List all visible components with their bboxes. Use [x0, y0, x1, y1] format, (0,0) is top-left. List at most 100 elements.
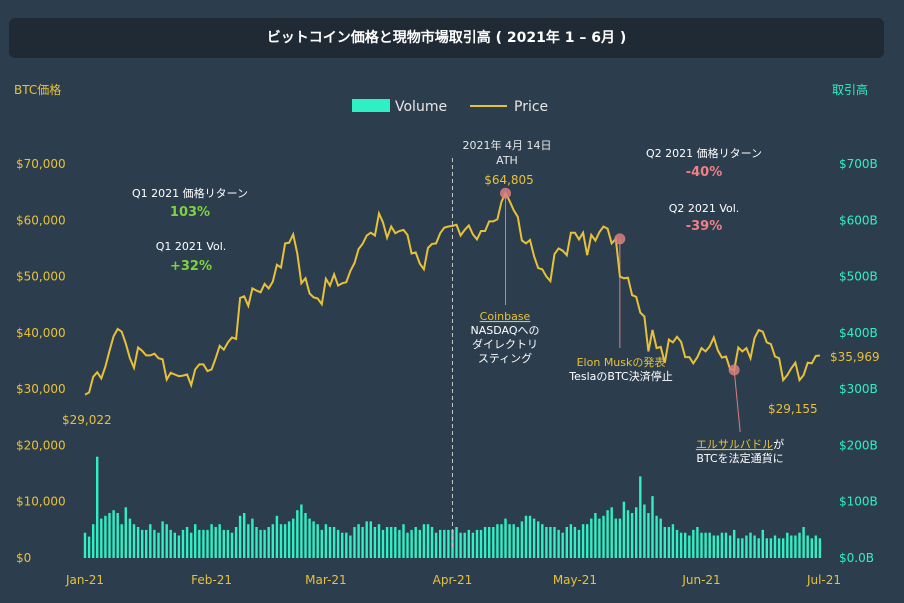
- volume-bar: [136, 527, 140, 558]
- left-axis-title: BTC価格: [14, 82, 61, 97]
- volume-bar: [810, 538, 813, 558]
- legend-price-label: Price: [514, 99, 548, 115]
- volume-bar: [671, 524, 675, 558]
- volume-bar: [373, 527, 377, 558]
- volume-bar: [222, 529, 225, 558]
- volume-bar: [279, 524, 283, 558]
- volume-bar: [153, 529, 156, 558]
- volume-bar: [349, 535, 352, 558]
- volume-bar: [720, 532, 724, 558]
- q2-vol-value: -39%: [686, 219, 723, 234]
- left-tick-label: $30,000: [16, 382, 66, 396]
- volume-bar: [328, 527, 332, 558]
- volume-bar: [341, 532, 344, 558]
- q2-vol-label: Q2 2021 Vol.: [669, 202, 740, 215]
- volume-bar: [459, 532, 462, 558]
- volume-bar: [336, 529, 340, 558]
- volume-bar: [96, 456, 99, 558]
- volume-bar: [418, 529, 421, 558]
- volume-bar: [104, 515, 107, 558]
- volume-bar: [496, 524, 499, 558]
- volume-bar: [165, 524, 168, 558]
- volume-bar: [798, 532, 801, 558]
- left-tick-label: $10,000: [16, 495, 66, 509]
- volume-bar: [430, 527, 434, 558]
- volume-bar: [745, 535, 748, 558]
- volume-bar: [806, 535, 809, 558]
- volume-bar: [504, 518, 507, 558]
- volume-bar: [218, 524, 221, 558]
- volume-bar: [439, 529, 442, 558]
- x-tick-label: Mar-21: [305, 573, 346, 587]
- volume-bar: [190, 532, 193, 558]
- x-axis-ticks: Jan-21 Feb-21 Mar-21 Apr-21 May-21 Jun-21 Jul-…: [65, 573, 841, 587]
- volume-bar: [157, 532, 160, 558]
- volume-bar: [443, 529, 446, 558]
- volume-bar: [557, 529, 560, 558]
- volume-bar: [594, 513, 597, 558]
- volume-bar: [565, 527, 568, 558]
- volume-bar: [769, 538, 773, 558]
- volume-bar: [267, 527, 270, 558]
- q1-return-value: 103%: [170, 205, 210, 220]
- salvador-title-name: エルサルバドル: [696, 438, 773, 451]
- volume-bar: [390, 527, 393, 558]
- annotation-lines: [505, 193, 741, 433]
- volume-bar: [488, 527, 491, 558]
- volume-bar: [247, 524, 250, 558]
- right-tick-label: $200B: [839, 438, 878, 452]
- left-tick-label: $20,000: [16, 438, 66, 452]
- volume-bar: [647, 513, 650, 558]
- volume-bar: [786, 532, 789, 558]
- volume-bar: [198, 529, 201, 558]
- volume-bar: [226, 529, 230, 558]
- volume-bar: [434, 532, 438, 558]
- volume-bar: [512, 524, 515, 558]
- volume-bar: [545, 527, 548, 558]
- left-tick-label: $40,000: [16, 326, 66, 340]
- volume-bar: [87, 536, 91, 558]
- volume-bar: [773, 535, 777, 558]
- volume-bar: [602, 515, 605, 558]
- elon-desc: TeslaのBTC決済停止: [568, 369, 672, 383]
- volume-bar: [696, 527, 699, 558]
- q2-return-label: Q2 2021 価格リターン: [646, 146, 762, 160]
- volume-bar: [630, 513, 634, 558]
- elon-title: Elon Muskの発表: [577, 355, 666, 369]
- volume-bar: [173, 532, 176, 558]
- volume-bar: [749, 532, 752, 558]
- volume-bar: [508, 524, 511, 558]
- right-tick-label: $0.0B: [839, 551, 874, 565]
- volume-bar: [782, 538, 785, 558]
- volume-bar: [132, 524, 136, 558]
- x-tick-label: Apr-21: [433, 573, 473, 587]
- volume-bar: [381, 529, 385, 558]
- volume-bar: [794, 535, 797, 558]
- volume-bar: [679, 532, 683, 558]
- q1-vol-label: Q1 2021 Vol.: [156, 240, 227, 253]
- volume-bar: [818, 538, 822, 558]
- volume-bar: [581, 524, 585, 558]
- volume-bar: [410, 529, 413, 558]
- volume-bar: [112, 510, 115, 558]
- right-tick-label: $600B: [839, 213, 878, 227]
- volume-bar: [500, 524, 503, 558]
- volume-bar: [202, 529, 205, 558]
- volume-bar: [332, 527, 336, 558]
- q2-return-value: -40%: [686, 165, 723, 180]
- volume-bar: [194, 524, 197, 558]
- volume-bar: [263, 529, 266, 558]
- volume-bar: [537, 521, 540, 558]
- right-tick-label: $100B: [839, 495, 878, 509]
- left-tick-label: $70,000: [16, 157, 66, 171]
- ath-label: ATH: [496, 154, 518, 167]
- volume-bar: [230, 532, 234, 558]
- volume-bar: [541, 524, 544, 558]
- end-price-label: $35,969: [830, 350, 880, 364]
- volume-bar: [214, 527, 217, 558]
- right-tick-label: $700B: [839, 157, 878, 171]
- volume-bar: [761, 529, 764, 558]
- volume-bar: [692, 529, 695, 558]
- volume-bar: [206, 529, 209, 558]
